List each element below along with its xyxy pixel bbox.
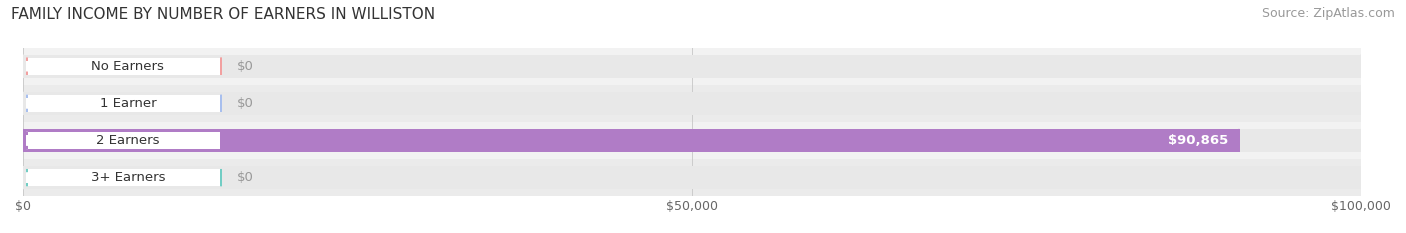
Text: $90,865: $90,865 bbox=[1168, 134, 1227, 147]
Text: $0: $0 bbox=[238, 171, 254, 184]
Text: 1 Earner: 1 Earner bbox=[100, 97, 156, 110]
FancyBboxPatch shape bbox=[27, 169, 221, 186]
Text: 3+ Earners: 3+ Earners bbox=[90, 171, 165, 184]
FancyBboxPatch shape bbox=[22, 166, 1361, 189]
Bar bbox=[22, 122, 1361, 159]
Bar bbox=[22, 48, 1361, 85]
FancyBboxPatch shape bbox=[22, 92, 1361, 115]
FancyBboxPatch shape bbox=[22, 55, 1361, 78]
Text: Source: ZipAtlas.com: Source: ZipAtlas.com bbox=[1261, 7, 1395, 20]
Text: $0: $0 bbox=[238, 60, 254, 73]
Text: FAMILY INCOME BY NUMBER OF EARNERS IN WILLISTON: FAMILY INCOME BY NUMBER OF EARNERS IN WI… bbox=[11, 7, 436, 22]
FancyBboxPatch shape bbox=[27, 132, 221, 149]
FancyBboxPatch shape bbox=[22, 129, 1361, 152]
Text: No Earners: No Earners bbox=[91, 60, 165, 73]
FancyBboxPatch shape bbox=[22, 129, 1239, 152]
FancyBboxPatch shape bbox=[27, 95, 221, 112]
Bar bbox=[22, 85, 1361, 122]
Bar bbox=[22, 159, 1361, 196]
FancyBboxPatch shape bbox=[27, 58, 221, 75]
Text: 2 Earners: 2 Earners bbox=[96, 134, 160, 147]
Text: $0: $0 bbox=[238, 97, 254, 110]
